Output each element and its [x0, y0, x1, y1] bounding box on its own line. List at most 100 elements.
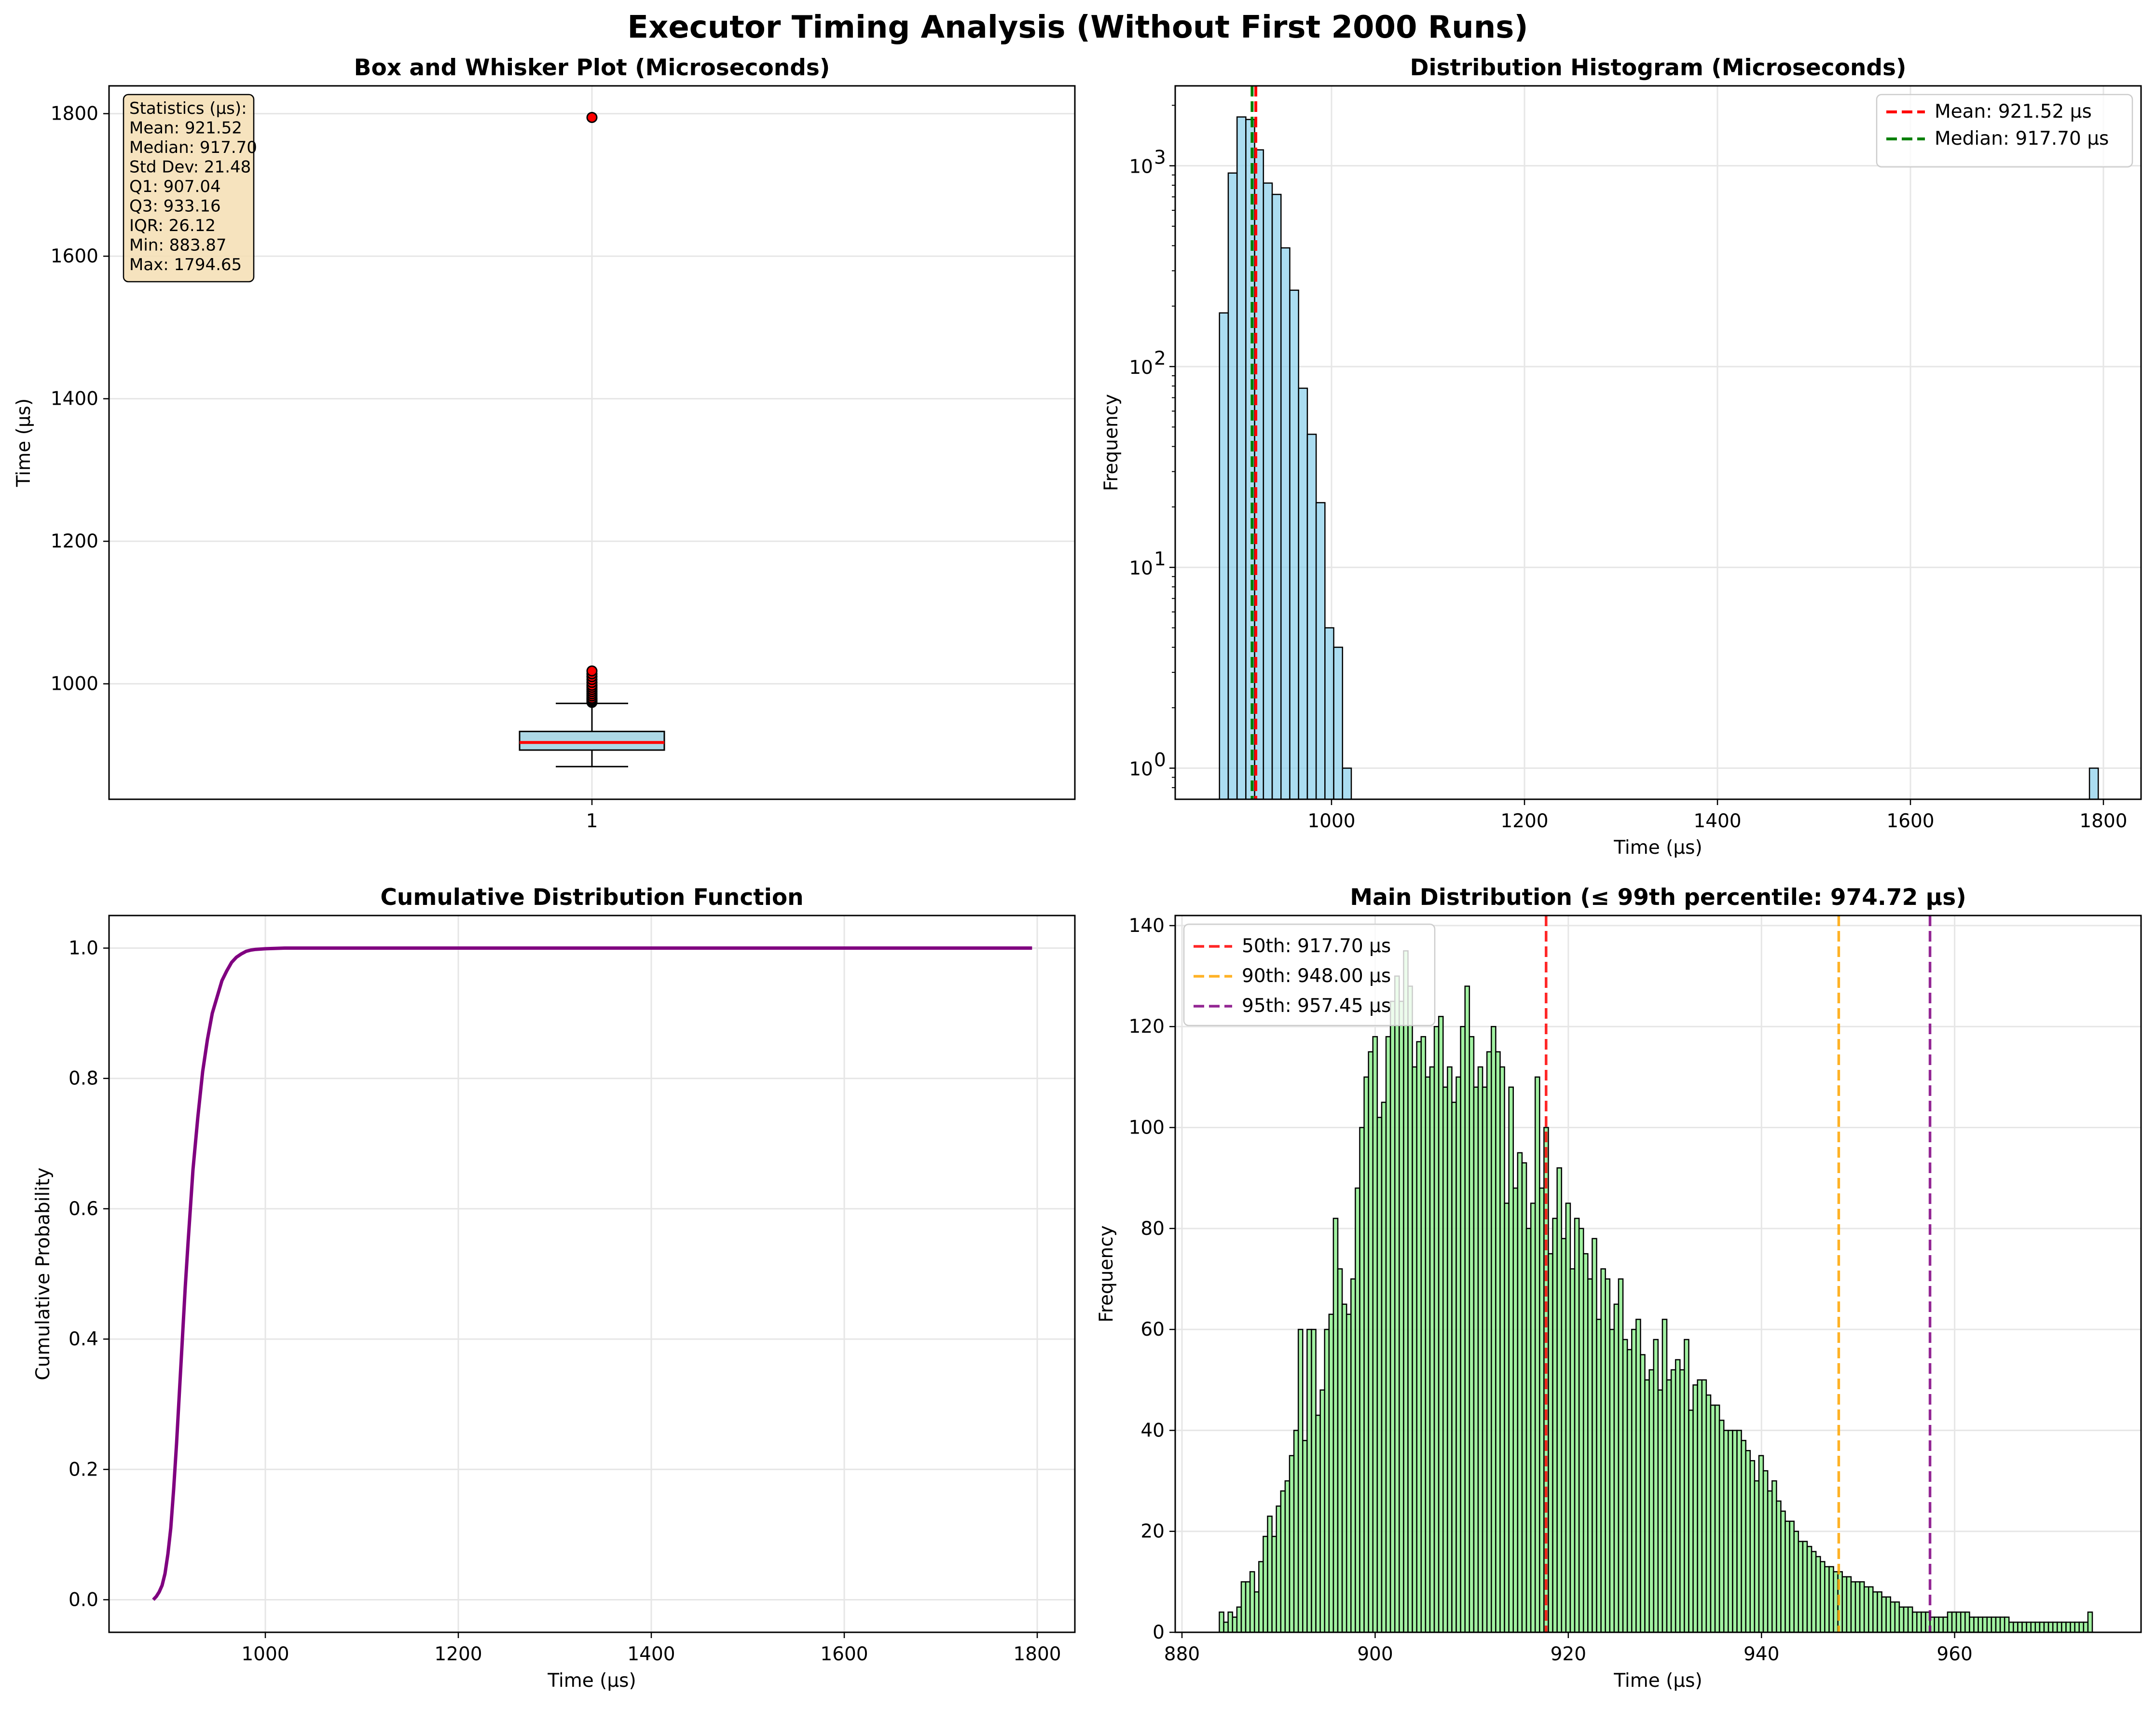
histogram-bar: [2039, 1621, 2045, 1633]
stats-line: Q1: 907.04: [129, 177, 221, 196]
histogram-bar: [1811, 1551, 1817, 1633]
histogram-bar: [1219, 1611, 1224, 1633]
histogram-bar: [1271, 1535, 1277, 1633]
histogram-bar: [1302, 1440, 1308, 1633]
histogram-bar: [1675, 1359, 1681, 1633]
histogram-bar: [1714, 1404, 1720, 1633]
stats-line: IQR: 26.12: [129, 216, 216, 235]
histogram-bar: [1934, 1616, 1940, 1633]
y-tick-label: 1800: [51, 103, 98, 125]
histogram-bar: [1833, 1571, 1839, 1633]
histogram-bar: [1289, 289, 1299, 800]
histogram-bar: [1877, 1591, 1882, 1633]
histogram-bar: [1767, 1490, 1773, 1633]
iqr-box: [519, 730, 665, 751]
histogram-bar: [1236, 1606, 1242, 1633]
histogram-bar: [1372, 1036, 1378, 1633]
x-tick-label: 1200: [1500, 810, 1548, 832]
histogram-bar: [1315, 1414, 1321, 1633]
histogram-bar: [2070, 1621, 2075, 1633]
histogram-bar: [1447, 1066, 1453, 1633]
y-axis-label: Frequency: [1096, 1225, 1117, 1322]
histogram-bar: [1705, 1394, 1712, 1633]
y-tick-exponent: 0: [1154, 750, 1166, 771]
x-tick-label: 900: [1357, 1643, 1393, 1665]
histogram-bar: [1280, 247, 1291, 800]
y-tick-label: 20: [1140, 1521, 1165, 1543]
cdf-line: [152, 946, 1032, 1601]
histogram-bar: [1785, 1520, 1790, 1633]
histogram-bar: [1911, 1611, 1918, 1633]
histogram-bar: [2065, 1621, 2071, 1633]
x-tick-label: 1000: [1307, 810, 1355, 832]
stats-box: [123, 94, 255, 283]
histogram-bar: [1841, 1576, 1848, 1633]
box-plot-panel: 1000 1200 1400 1600 1800 1 Time (µs) Box and Wh…: [13, 55, 1076, 832]
legend-entry: 90th: 948.00 µs: [1242, 965, 1391, 987]
histogram-bar: [1789, 1520, 1795, 1633]
histogram-bar: [1433, 1025, 1440, 1633]
histogram-bar: [2088, 767, 2099, 800]
stats-line: Std Dev: 21.48: [129, 158, 251, 177]
histogram-bar: [1324, 627, 1334, 800]
histogram-bar: [1276, 1505, 1282, 1633]
histogram-bar: [1376, 1117, 1383, 1633]
histogram-bar: [1846, 1576, 1852, 1633]
histogram-bar: [2078, 1621, 2085, 1633]
y-tick-label: 1600: [51, 246, 98, 267]
stats-line: Q3: 933.16: [129, 197, 221, 216]
histogram-bar: [1973, 1616, 1979, 1633]
axes-frame: [1174, 915, 2142, 1633]
x-tick-label: 1000: [241, 1643, 289, 1665]
y-tick-exponent: 3: [1154, 147, 1166, 169]
histogram-bar: [1403, 950, 1409, 1633]
histogram-bar: [1771, 1480, 1777, 1633]
cdf-panel: 1000 1200 1400 1600 1800 0.0 0.2 0.4 0.6 0.8 1.0 Ti…: [32, 884, 1076, 1692]
histogram-bar: [1267, 1516, 1273, 1633]
histogram-bar: [1916, 1611, 1922, 1633]
figure-title: Executor Timing Analysis (Without First …: [627, 10, 1528, 45]
histogram-bar: [2034, 1621, 2041, 1633]
histogram-bar: [1688, 1409, 1694, 1633]
histogram-bar: [1232, 1616, 1238, 1633]
histogram-bar: [1451, 1101, 1457, 1633]
histogram-bar: [1385, 1036, 1391, 1633]
histogram-bar: [1977, 1616, 1983, 1633]
histogram-bar: [1486, 1051, 1492, 1633]
histogram-bar: [1903, 1606, 1909, 1633]
histogram-bar: [1324, 1328, 1330, 1633]
histogram-bar: [2008, 1621, 2014, 1633]
stats-line: Statistics (µs):: [129, 99, 247, 118]
histogram-bar: [1991, 1616, 1997, 1633]
histogram-bar: [1670, 1369, 1676, 1633]
histogram-bar: [2052, 1621, 2058, 1633]
histogram-bar: [1469, 1036, 1475, 1633]
histogram-bar: [1890, 1601, 1896, 1633]
histogram-bar: [1552, 1217, 1558, 1633]
histogram-bar: [1758, 1455, 1764, 1633]
histogram-bar: [1749, 1460, 1756, 1633]
histogram-bar: [1464, 985, 1470, 1633]
y-tick-label: 0.6: [69, 1198, 98, 1220]
histogram-bar: [1359, 1127, 1365, 1633]
y-tick-label: 80: [1140, 1218, 1165, 1240]
histogram-bar: [2043, 1621, 2049, 1633]
y-tick-exponent: 1: [1154, 548, 1166, 570]
histogram-bar: [1477, 1066, 1483, 1633]
x-axis-label: Time (µs): [547, 1670, 636, 1692]
histogram-bar: [1644, 1379, 1650, 1633]
histogram-bar: [1253, 1591, 1260, 1633]
histogram-bar: [1815, 1556, 1821, 1633]
y-tick-label: 40: [1140, 1420, 1165, 1441]
histogram-bar: [1306, 1328, 1312, 1633]
histogram-bar: [1885, 1596, 1891, 1633]
y-tick-label: 10: [1129, 759, 1153, 780]
histogram-bar: [1425, 1076, 1431, 1633]
x-tick-label: 1: [586, 810, 598, 832]
x-tick-label: 880: [1164, 1643, 1200, 1665]
histogram-bar: [1539, 1187, 1545, 1633]
histogram-bar: [1512, 1187, 1519, 1633]
y-tick-label: 10: [1129, 558, 1153, 579]
histogram-bar: [1263, 1535, 1268, 1633]
